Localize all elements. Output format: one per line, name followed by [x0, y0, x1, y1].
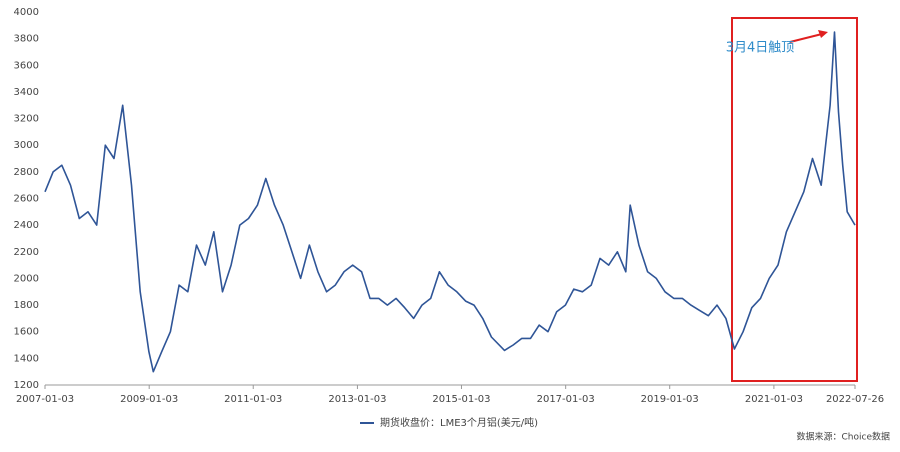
x-tick-label: 2009-01-03 — [120, 394, 178, 405]
y-tick-label: 2800 — [14, 167, 39, 178]
arrow-head — [818, 30, 828, 38]
arrow — [789, 33, 823, 43]
y-tick-label: 1600 — [14, 327, 39, 338]
y-tick-label: 2200 — [14, 247, 39, 258]
x-tick-label: 2021-01-03 — [745, 394, 803, 405]
y-tick-label: 3800 — [14, 34, 39, 45]
x-tick-label: 2011-01-03 — [224, 394, 282, 405]
x-tick-label: 2019-01-03 — [641, 394, 699, 405]
highlight-box — [731, 17, 858, 382]
x-tick-label: 2013-01-03 — [328, 394, 386, 405]
price-line — [44, 31, 856, 373]
y-tick-label: 3600 — [14, 60, 39, 71]
y-tick-label: 3400 — [14, 87, 39, 98]
source: 数据来源：Choice数据 — [797, 431, 890, 443]
y-tick-label: 2400 — [14, 220, 39, 231]
annotation: 3月4日触顶 — [726, 41, 795, 56]
x-tick-label: 2017-01-03 — [537, 394, 595, 405]
legend-label: 期货收盘价：LME3个月铝(美元/吨) — [380, 416, 538, 429]
y-tick-label: 1400 — [14, 353, 39, 364]
y-tick-label: 3000 — [14, 140, 39, 151]
y-tick-label: 1200 — [14, 380, 39, 391]
y-tick-label: 2600 — [14, 194, 39, 205]
x-tick-label: 2007-01-03 — [16, 394, 74, 405]
y-tick-label: 3200 — [14, 114, 39, 125]
y-tick-label: 4000 — [14, 7, 39, 18]
y-tick-label: 2000 — [14, 273, 39, 284]
y-tick-label: 1800 — [14, 300, 39, 311]
x-tick-label: 2015-01-03 — [432, 394, 490, 405]
x-tick-label: 2022-07-26 — [826, 394, 884, 405]
